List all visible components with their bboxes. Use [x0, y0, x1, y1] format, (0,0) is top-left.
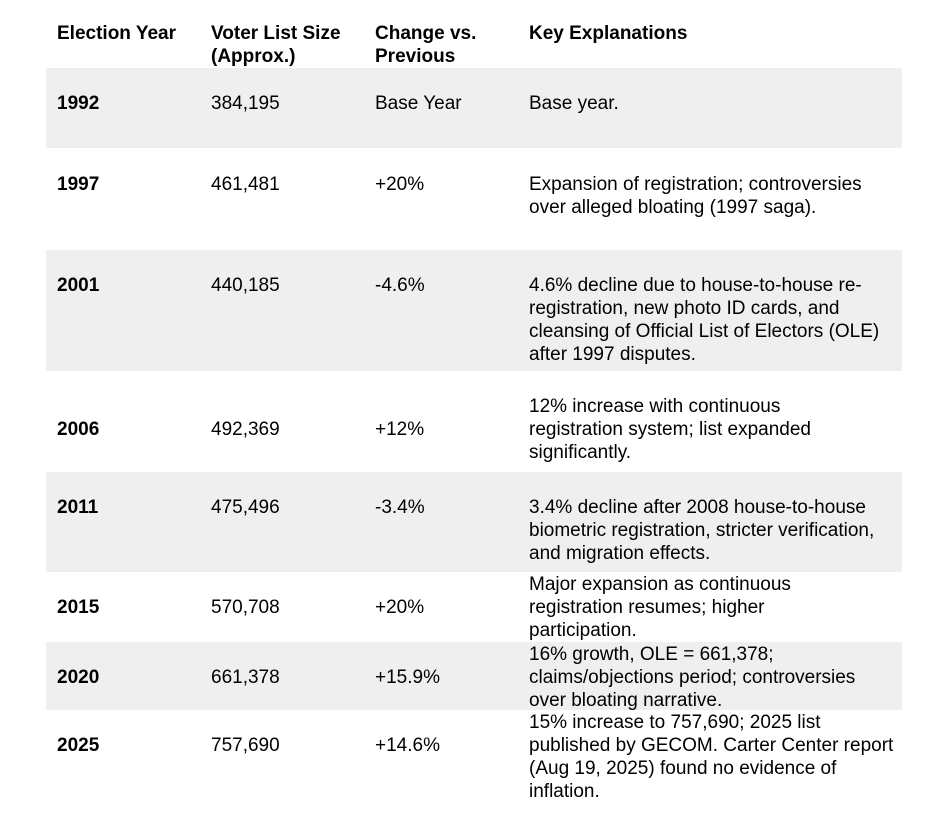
cell-year: 1992 [57, 93, 100, 114]
cell-explanation: Expansion of registration; controversies… [529, 174, 862, 218]
cell-explanation: Base year. [529, 93, 619, 114]
table-row: 2020 661,378 +15.9% 16% growth, OLE = 66… [46, 642, 902, 711]
cell-year: 2001 [57, 275, 100, 296]
table-row: 1992 384,195 Base Year Base year. [46, 68, 902, 148]
header-election-year: Election Year [57, 23, 176, 44]
cell-change: +12% [375, 419, 425, 440]
cell-explanation: 16% growth, OLE = 661,378; claims/object… [529, 644, 856, 711]
cell-explanation: 4.6% decline due to house-to-house re-re… [529, 275, 880, 365]
cell-size: 440,185 [211, 275, 280, 296]
cell-explanation: 12% increase with continuous registratio… [529, 396, 811, 463]
cell-year: 1997 [57, 174, 100, 195]
cell-size: 461,481 [211, 174, 280, 195]
cell-change: +15.9% [375, 667, 440, 688]
cell-change: -4.6% [375, 275, 425, 296]
header-change: Change vs. Previous [375, 23, 477, 67]
cell-change: +20% [375, 174, 425, 195]
table-row: 2015 570,708 +20% Major expansion as con… [46, 572, 902, 642]
cell-year: 2015 [57, 597, 100, 618]
table-row: 2001 440,185 -4.6% 4.6% decline due to h… [46, 250, 902, 371]
cell-year: 2011 [57, 497, 99, 518]
cell-size: 757,690 [211, 735, 280, 756]
table-header: Election Year Voter List Size (Approx.) … [46, 0, 902, 68]
cell-year: 2025 [57, 735, 100, 756]
cell-size: 384,195 [211, 93, 280, 114]
cell-size: 492,369 [211, 419, 280, 440]
cell-size: 475,496 [211, 497, 280, 518]
cell-explanation: 3.4% decline after 2008 house-to-house b… [529, 497, 875, 564]
header-key-explanations: Key Explanations [529, 23, 688, 44]
cell-change: -3.4% [375, 497, 425, 518]
cell-change: +20% [375, 597, 425, 618]
cell-change: +14.6% [375, 735, 440, 756]
table-row: 2011 475,496 -3.4% 3.4% decline after 20… [46, 472, 902, 572]
cell-year: 2006 [57, 419, 100, 440]
cell-size: 570,708 [211, 597, 280, 618]
cell-size: 661,378 [211, 667, 280, 688]
table-row: 1997 461,481 +20% Expansion of registrat… [46, 148, 902, 250]
table-row: 2006 492,369 +12% 12% increase with cont… [46, 371, 902, 472]
cell-year: 2020 [57, 667, 100, 688]
cell-change: Base Year [375, 93, 462, 114]
table-row: 2025 757,690 +14.6% 15% increase to 757,… [46, 710, 902, 823]
header-voter-list-size: Voter List Size (Approx.) [211, 23, 341, 67]
cell-explanation: Major expansion as continuous registrati… [529, 574, 791, 641]
cell-explanation: 15% increase to 757,690; 2025 list publi… [529, 712, 894, 802]
